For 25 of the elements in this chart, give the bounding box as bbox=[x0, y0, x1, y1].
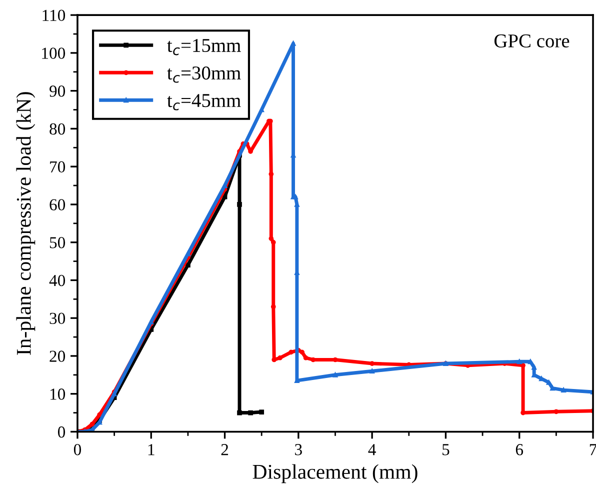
x-axis-title: Displacement (mm) bbox=[252, 464, 418, 484]
x-tick-label: 5 bbox=[442, 444, 450, 456]
y-tick-label: 60 bbox=[50, 199, 66, 210]
y-axis-title: In-plane compressive load (kN) bbox=[16, 92, 36, 355]
y-tick-label: 0 bbox=[58, 426, 66, 438]
legend-label: t$_{c}$=45mm bbox=[167, 94, 241, 110]
y-tick-label: 30 bbox=[50, 312, 66, 324]
annotation: GPC core bbox=[494, 34, 570, 48]
y-tick-label: 100 bbox=[42, 48, 66, 59]
x-tick-label: 2 bbox=[221, 444, 228, 456]
x-tick-label: 3 bbox=[295, 444, 302, 456]
x-tick-label: 1 bbox=[148, 444, 154, 456]
y-tick-label: 70 bbox=[50, 161, 66, 173]
y-tick-label: 10 bbox=[50, 388, 66, 400]
legend-label: t$_{c}$=30mm bbox=[167, 66, 241, 83]
y-tick-label: 80 bbox=[50, 123, 66, 135]
y-tick-label: 90 bbox=[50, 86, 66, 97]
x-tick-label: 6 bbox=[516, 444, 524, 456]
x-tick-label: 4 bbox=[368, 444, 376, 456]
legend-label: t$_{c}$=15mm bbox=[167, 38, 241, 56]
y-tick-label: 40 bbox=[49, 274, 66, 286]
y-tick-label: 20 bbox=[50, 350, 66, 362]
x-tick-label: 0 bbox=[74, 444, 82, 456]
y-tick-label: 110 bbox=[42, 10, 66, 22]
y-tick-label: 50 bbox=[50, 237, 66, 248]
